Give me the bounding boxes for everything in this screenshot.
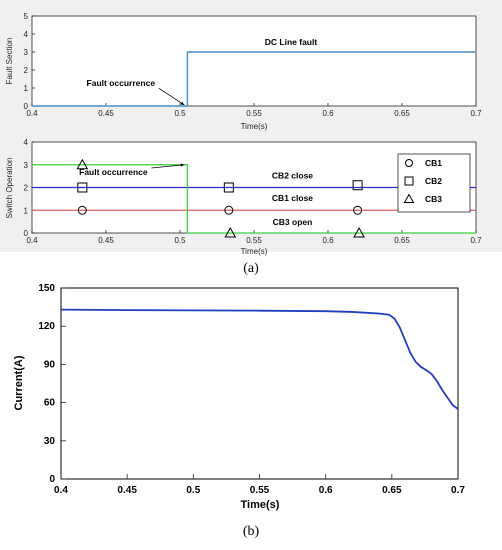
switch-y-axis-label: Switch Operation bbox=[5, 158, 14, 219]
fault-y-tick-label: 1 bbox=[24, 84, 29, 93]
fault-x-tick-label: 0.7 bbox=[470, 109, 482, 118]
switch-y-tick-label: 3 bbox=[24, 161, 29, 170]
fault-annotations: DC Line fault Fault occurrence bbox=[87, 37, 318, 106]
fault-x-tick-label: 0.45 bbox=[98, 109, 114, 118]
switch-markers bbox=[76, 158, 365, 238]
fault-y-tick-label: 4 bbox=[24, 30, 29, 39]
cb3-marker bbox=[224, 226, 237, 238]
fault-plot-area bbox=[31, 15, 477, 107]
switch-x-tick-label: 0.45 bbox=[98, 236, 114, 245]
current-plot-area bbox=[60, 287, 459, 480]
fault-annotation-arrow bbox=[158, 87, 185, 106]
current-x-tick-label: 0.4 bbox=[54, 485, 68, 496]
current-x-tick-label: 0.55 bbox=[250, 485, 270, 496]
switch-annotation: CB2 close bbox=[272, 170, 313, 180]
switch-y-tick-label: 2 bbox=[24, 184, 29, 193]
fault-x-tick-label: 0.65 bbox=[394, 109, 410, 118]
current-x-axis-label: Time(s) bbox=[241, 499, 280, 511]
legend-cb1-label: CB1 bbox=[425, 158, 442, 168]
fault-x-tick-label: 0.6 bbox=[322, 109, 334, 118]
fault-annotation: Fault occurrence bbox=[87, 78, 156, 88]
switch-x-tick-label: 0.7 bbox=[470, 236, 482, 245]
fault-section-chart: 0.4 0.45 0.5 0.55 0.6 0.65 0.7 0 1 2 3 4 5 DC Line … bbox=[5, 12, 482, 131]
fault-x-tick-label: 0.5 bbox=[174, 109, 186, 118]
current-y-tick-label: 0 bbox=[49, 474, 55, 485]
current-x-tick-label: 0.5 bbox=[186, 485, 200, 496]
legend-cb2-marker bbox=[404, 176, 414, 186]
switch-annotation: Fault occurrence bbox=[79, 167, 148, 177]
switch-annotation-arrow bbox=[151, 164, 185, 169]
cb2-marker bbox=[352, 180, 363, 191]
switch-series-line-2 bbox=[32, 164, 476, 234]
current-y-tick-label: 60 bbox=[44, 398, 56, 409]
fault-x-tick-label: 0.4 bbox=[26, 109, 38, 118]
fault-annotation: DC Line fault bbox=[265, 37, 318, 47]
legend-box bbox=[397, 153, 471, 213]
current-x-axis: 0.4 0.45 0.5 0.55 0.6 0.65 0.7 bbox=[54, 474, 465, 496]
current-x-tick-label: 0.7 bbox=[451, 485, 465, 496]
switch-y-tick-label: 4 bbox=[24, 138, 29, 147]
switch-x-axis-label: Time(s) bbox=[241, 247, 268, 256]
fault-annotation-arrowhead bbox=[180, 101, 185, 106]
fault-series bbox=[32, 51, 476, 107]
fault-y-axis-label: Fault Section bbox=[5, 38, 14, 85]
switch-x-tick-label: 0.6 bbox=[322, 236, 334, 245]
cb2-marker bbox=[223, 182, 234, 193]
legend-cb3-label: CB3 bbox=[425, 194, 442, 204]
current-y-tick-label: 150 bbox=[38, 283, 55, 294]
fault-y-tick-label: 5 bbox=[24, 12, 29, 21]
switch-annotations: Fault occurrence CB2 close CB1 close CB3 op… bbox=[79, 163, 313, 227]
current-series bbox=[60, 308, 459, 410]
fault-series-line-0 bbox=[32, 51, 476, 107]
fault-y-tick-label: 0 bbox=[24, 102, 29, 111]
cb1-marker bbox=[224, 205, 234, 215]
legend-cb2-label: CB2 bbox=[425, 176, 442, 186]
cb3-marker bbox=[76, 158, 89, 170]
fault-y-tick-label: 2 bbox=[24, 66, 29, 75]
cb1-marker bbox=[77, 205, 87, 215]
fault-x-axis-label: Time(s) bbox=[241, 122, 268, 131]
current-y-tick-label: 90 bbox=[44, 359, 56, 370]
legend-items: CB1 CB2 CB3 bbox=[403, 158, 442, 204]
current-y-axis-label: Current(A) bbox=[13, 355, 25, 410]
current-x-tick-label: 0.6 bbox=[319, 485, 333, 496]
current-y-axis: 0 30 60 90 120 150 bbox=[38, 283, 66, 485]
fault-x-tick-label: 0.55 bbox=[246, 109, 262, 118]
legend-cb3-marker bbox=[403, 193, 415, 203]
cb2-marker bbox=[77, 182, 88, 193]
switch-y-tick-label: 1 bbox=[24, 206, 29, 215]
caption-b: (b) bbox=[243, 524, 260, 539]
switch-x-tick-label: 0.5 bbox=[174, 236, 186, 245]
switch-x-tick-label: 0.65 bbox=[394, 236, 410, 245]
current-x-tick-label: 0.65 bbox=[382, 485, 402, 496]
switch-y-tick-label: 0 bbox=[24, 229, 29, 238]
cb1-marker bbox=[353, 205, 363, 215]
current-x-tick-label: 0.45 bbox=[117, 485, 137, 496]
current-chart: 0.4 0.45 0.5 0.55 0.6 0.65 0.7 0 30 60 90 120 150 T… bbox=[13, 283, 465, 511]
current-y-tick-label: 120 bbox=[38, 321, 55, 332]
legend-cb1-marker bbox=[405, 159, 413, 167]
current-series-line-0 bbox=[60, 308, 459, 410]
switch-legend: CB1 CB2 CB3 bbox=[397, 153, 471, 213]
switch-x-tick-label: 0.55 bbox=[246, 236, 262, 245]
switch-operation-chart: 0.4 0.45 0.5 0.55 0.6 0.65 0.7 0 1 2 3 4 Fault occ… bbox=[5, 138, 482, 256]
current-y-tick-label: 30 bbox=[44, 436, 56, 447]
switch-annotation: CB1 close bbox=[272, 193, 313, 203]
switch-x-tick-label: 0.4 bbox=[26, 236, 38, 245]
switch-annotation-arrowhead bbox=[180, 163, 185, 167]
caption-a: (a) bbox=[243, 261, 259, 276]
fault-y-tick-label: 3 bbox=[24, 48, 29, 57]
cb3-marker bbox=[353, 226, 365, 238]
switch-annotation: CB3 open bbox=[273, 217, 313, 227]
